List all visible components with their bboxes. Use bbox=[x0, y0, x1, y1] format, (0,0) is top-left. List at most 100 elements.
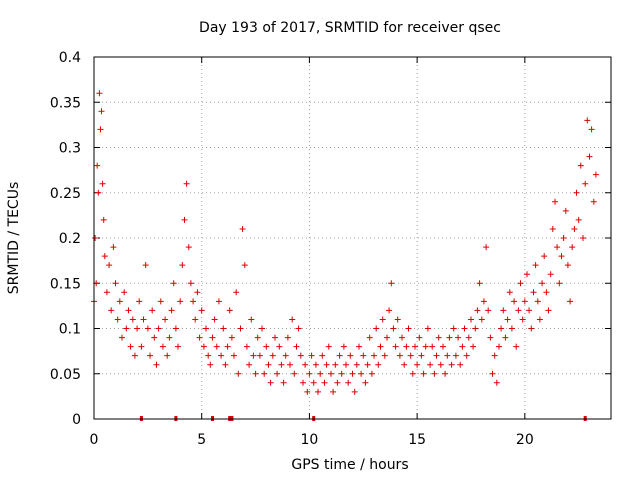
x-tick-label: 10 bbox=[301, 432, 319, 448]
data-point bbox=[392, 343, 399, 350]
data-point bbox=[485, 307, 492, 314]
data-point bbox=[142, 262, 149, 269]
data-point bbox=[203, 325, 209, 332]
data-point bbox=[127, 343, 134, 350]
data-point bbox=[513, 343, 520, 350]
data-point bbox=[97, 126, 104, 133]
data-point bbox=[261, 370, 268, 377]
data-point bbox=[489, 370, 496, 377]
data-point bbox=[149, 307, 156, 314]
data-point bbox=[508, 325, 515, 332]
data-point bbox=[386, 307, 393, 314]
data-point bbox=[282, 352, 289, 359]
data-point bbox=[198, 307, 205, 314]
data-point bbox=[575, 216, 582, 223]
y-tick-label: 0.15 bbox=[50, 276, 81, 292]
data-point bbox=[375, 361, 382, 368]
data-point bbox=[399, 334, 405, 341]
data-point bbox=[452, 352, 459, 359]
axis-ticks bbox=[93, 56, 611, 420]
x-tick-label: 20 bbox=[516, 432, 534, 448]
data-point bbox=[323, 361, 330, 368]
data-point bbox=[446, 334, 453, 341]
data-point bbox=[571, 226, 578, 232]
plot-frame bbox=[93, 56, 612, 420]
data-point bbox=[183, 180, 190, 187]
data-point bbox=[358, 370, 365, 377]
data-point bbox=[153, 361, 160, 368]
data-point bbox=[377, 343, 384, 350]
data-point bbox=[412, 343, 418, 350]
data-point bbox=[300, 379, 306, 386]
data-point bbox=[121, 289, 128, 296]
data-point bbox=[166, 334, 173, 341]
data-point bbox=[554, 244, 561, 251]
data-point bbox=[472, 325, 479, 332]
data-point bbox=[448, 361, 455, 368]
data-point bbox=[95, 189, 102, 196]
data-point bbox=[504, 316, 511, 323]
x-tick-label: 0 bbox=[90, 432, 99, 448]
data-point bbox=[567, 298, 574, 305]
data-point bbox=[144, 325, 151, 332]
data-point bbox=[170, 280, 177, 287]
data-point bbox=[524, 271, 530, 278]
data-point bbox=[321, 379, 328, 386]
data-point bbox=[92, 235, 99, 241]
data-point bbox=[98, 108, 105, 115]
data-point bbox=[457, 361, 464, 368]
data-point bbox=[205, 352, 212, 359]
data-point bbox=[500, 307, 507, 314]
data-point bbox=[562, 207, 569, 214]
data-point bbox=[287, 361, 293, 368]
data-point bbox=[315, 388, 321, 395]
data-point bbox=[112, 280, 119, 287]
y-axis-label: SRMTID / TECUs bbox=[6, 182, 22, 295]
y-tick-label: 0.25 bbox=[50, 186, 81, 202]
data-point bbox=[534, 298, 541, 305]
data-point bbox=[560, 235, 567, 241]
data-point bbox=[409, 370, 416, 377]
data-point bbox=[330, 388, 337, 395]
data-point bbox=[99, 180, 106, 187]
data-point bbox=[480, 298, 487, 305]
data-point bbox=[340, 343, 347, 350]
data-point bbox=[116, 298, 123, 305]
data-point bbox=[461, 325, 468, 332]
data-point bbox=[239, 226, 246, 232]
data-point bbox=[416, 334, 423, 341]
data-point bbox=[241, 262, 248, 269]
data-point bbox=[584, 117, 591, 124]
data-point bbox=[274, 370, 281, 377]
data-point bbox=[338, 370, 345, 377]
data-point bbox=[478, 316, 485, 323]
data-point bbox=[498, 325, 505, 332]
data-point bbox=[592, 171, 599, 178]
data-point bbox=[347, 352, 354, 359]
data-point bbox=[100, 216, 107, 223]
data-point bbox=[246, 361, 253, 368]
data-point bbox=[306, 370, 313, 377]
data-point bbox=[450, 325, 457, 332]
data-point bbox=[196, 334, 203, 341]
data-point bbox=[248, 316, 255, 323]
data-point bbox=[526, 307, 533, 314]
data-point bbox=[463, 352, 470, 359]
data-point bbox=[319, 352, 326, 359]
data-point bbox=[200, 343, 207, 350]
data-point bbox=[362, 379, 369, 386]
y-tick-label: 0.05 bbox=[50, 367, 81, 383]
data-point bbox=[317, 370, 324, 377]
data-point bbox=[368, 370, 375, 377]
y-tick-label: 0.1 bbox=[59, 322, 81, 338]
data-points bbox=[91, 90, 599, 395]
data-point bbox=[254, 334, 261, 341]
data-point bbox=[515, 307, 522, 314]
data-point bbox=[259, 325, 265, 332]
data-point bbox=[151, 334, 158, 341]
data-point bbox=[291, 370, 298, 377]
data-point bbox=[187, 280, 194, 287]
data-point bbox=[541, 253, 548, 260]
data-point bbox=[325, 343, 332, 350]
data-point bbox=[269, 352, 276, 359]
